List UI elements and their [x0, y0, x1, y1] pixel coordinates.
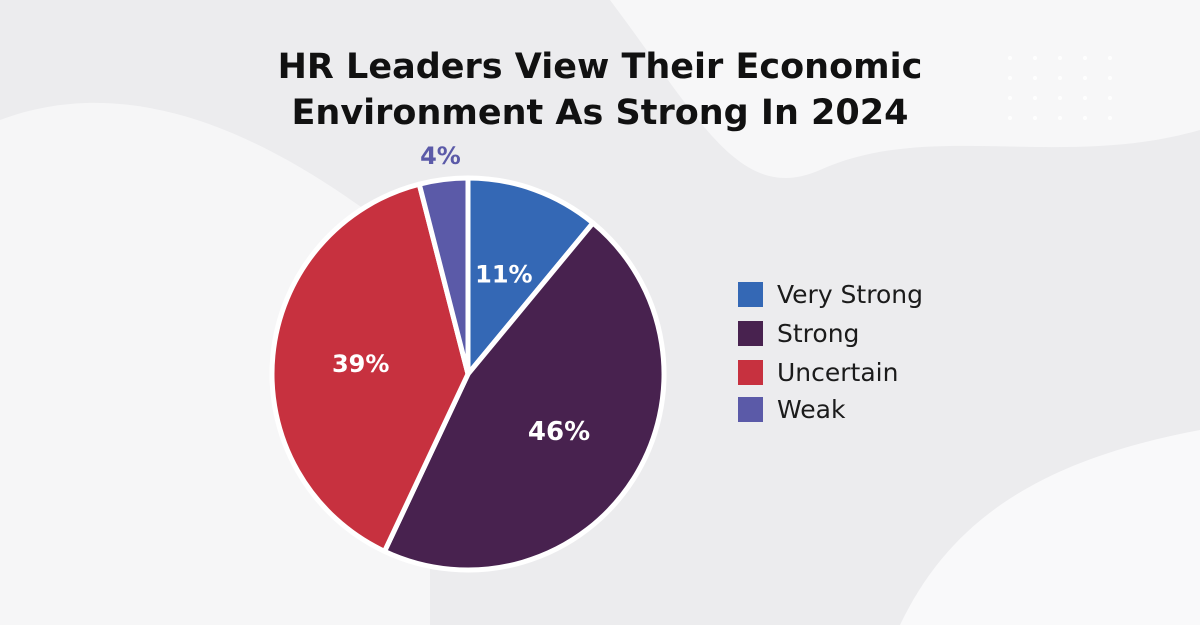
pie-slice-weak: [416, 175, 471, 377]
pie-slice-strong: [382, 220, 667, 573]
legend-swatch-uncertain: [738, 359, 763, 385]
pie-slice-uncertain: [269, 181, 471, 554]
legend-label-weak: Weak: [777, 394, 846, 424]
pie-data-labels: 11% 46% 39% 4%: [332, 142, 590, 447]
legend-label-uncertain: Uncertain: [777, 357, 899, 387]
pie-slices: [269, 175, 667, 573]
data-label-very-strong: 11%: [475, 260, 532, 288]
legend-label-strong: Strong: [777, 318, 860, 348]
dot-grid-decoration: [1008, 56, 1112, 120]
chart-title: HR Leaders View Their Economic Environme…: [0, 44, 1200, 136]
pie-slice-very-strong: [465, 175, 596, 377]
chart-title-line-1: HR Leaders View Their Economic: [277, 47, 923, 87]
legend-swatch-strong: [738, 320, 763, 346]
legend-item-weak: Weak: [738, 394, 923, 424]
legend-item-uncertain: Uncertain: [738, 357, 923, 387]
data-label-strong: 46%: [528, 417, 590, 447]
legend-label-very-strong: Very Strong: [777, 279, 923, 309]
legend-item-very-strong: Very Strong: [738, 279, 923, 309]
data-label-weak: 4%: [420, 142, 461, 170]
chart-title-line-2: Environment As Strong In 2024: [291, 93, 909, 133]
legend-item-strong: Strong: [738, 318, 923, 348]
legend-swatch-very-strong: [738, 281, 763, 307]
chart-legend: Very Strong Strong Uncertain Weak: [738, 279, 923, 435]
data-label-uncertain: 39%: [332, 350, 389, 378]
legend-swatch-weak: [738, 396, 763, 422]
